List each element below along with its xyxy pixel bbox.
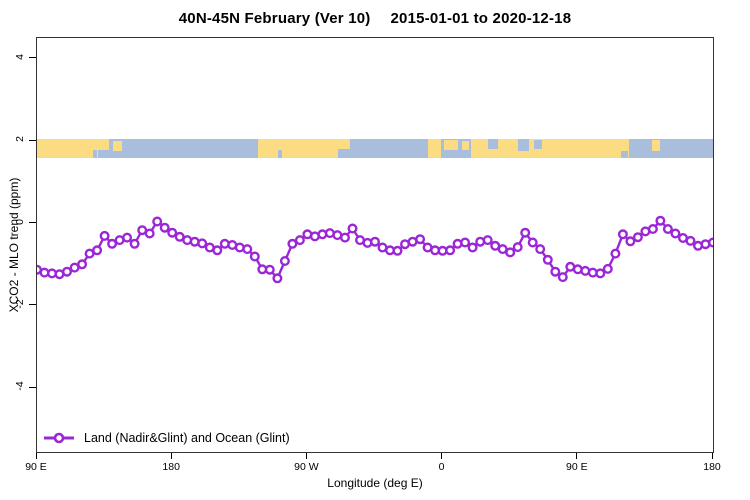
land-patch xyxy=(97,139,109,150)
water-patch xyxy=(487,139,499,149)
x-axis-tick xyxy=(35,453,37,459)
y-axis-tick xyxy=(29,222,36,224)
x-axis-tick-label: 90 E xyxy=(565,461,588,473)
plot-area: Land (Nadir&Glint) and Ocean (Glint) xyxy=(36,37,714,453)
data-point xyxy=(520,227,531,238)
data-point xyxy=(212,245,223,256)
data-point xyxy=(460,237,471,248)
data-point xyxy=(467,242,478,253)
legend: Land (Nadir&Glint) and Ocean (Glint) xyxy=(43,429,290,447)
y-axis-tick-label: -2 xyxy=(14,299,26,309)
legend-label: Land (Nadir&Glint) and Ocean (Glint) xyxy=(84,431,290,445)
x-axis-tick xyxy=(305,453,307,459)
data-point xyxy=(340,232,351,243)
water-patch xyxy=(517,139,529,151)
chart-title-region: 40N-45N February (Ver 10) xyxy=(178,10,371,27)
data-point xyxy=(144,228,155,239)
y-axis-tick-label: 0 xyxy=(14,218,26,225)
data-point xyxy=(647,223,658,234)
land-patch xyxy=(462,141,469,150)
data-point xyxy=(129,238,140,249)
data-point xyxy=(662,223,673,234)
data-point xyxy=(445,245,456,256)
data-point xyxy=(655,215,666,226)
data-point xyxy=(542,254,553,265)
y-axis-tick xyxy=(29,304,36,306)
data-point xyxy=(107,238,118,249)
data-point xyxy=(197,238,208,249)
data-point xyxy=(92,245,103,256)
water-patch xyxy=(620,150,628,159)
data-point xyxy=(99,230,110,241)
x-axis-tick-label: 180 xyxy=(162,461,180,473)
water-patch xyxy=(93,149,98,159)
data-point xyxy=(625,236,636,247)
x-axis-tick-label: 180 xyxy=(703,461,721,473)
data-point xyxy=(249,251,260,262)
land-patch xyxy=(652,140,660,151)
data-point xyxy=(685,235,696,246)
data-point xyxy=(557,272,568,283)
data-point xyxy=(159,222,170,233)
x-axis-tick xyxy=(711,453,713,459)
land-ocean-band xyxy=(37,139,713,159)
data-point xyxy=(535,244,546,255)
water-patch xyxy=(277,149,282,159)
data-curve xyxy=(37,215,713,284)
x-axis-tick-label: 90 W xyxy=(294,461,319,473)
x-axis-label: Longitude (deg E) xyxy=(327,476,423,490)
chart-title: 40N-45N February (Ver 10) 2015-01-01 to 2… xyxy=(0,10,750,27)
legend-line-marker-icon xyxy=(44,432,74,444)
data-point xyxy=(670,228,681,239)
data-point xyxy=(452,238,463,249)
data-point xyxy=(167,227,178,238)
y-axis-tick-label: -4 xyxy=(14,381,26,391)
x-axis-tick xyxy=(441,453,443,459)
y-axis-tick-label: 4 xyxy=(14,54,26,60)
y-axis-tick xyxy=(29,57,36,59)
data-point xyxy=(602,263,613,274)
data-point xyxy=(482,235,493,246)
data-point xyxy=(617,229,628,240)
data-point xyxy=(122,232,133,243)
data-point xyxy=(415,234,426,245)
land-patch xyxy=(443,140,458,150)
x-axis-tick-label: 90 E xyxy=(25,461,47,473)
data-point xyxy=(272,273,283,284)
data-point xyxy=(287,238,298,249)
data-point xyxy=(610,248,621,259)
data-point xyxy=(294,235,305,246)
land-patch xyxy=(337,139,350,149)
data-point xyxy=(505,247,516,258)
data-point xyxy=(152,216,163,227)
land-patch xyxy=(427,139,441,159)
x-axis-tick xyxy=(576,453,578,459)
y-axis-tick-label: 2 xyxy=(14,136,26,143)
y-axis-tick xyxy=(29,139,36,141)
data-point xyxy=(264,264,275,275)
data-point xyxy=(708,237,713,248)
data-point xyxy=(279,255,290,266)
data-point xyxy=(595,268,606,279)
data-point xyxy=(242,244,253,255)
x-axis-tick-label: 0 xyxy=(438,461,445,473)
land-patch xyxy=(37,139,98,159)
data-point xyxy=(392,245,403,256)
data-point xyxy=(62,266,73,277)
data-point xyxy=(550,266,561,277)
land-patch xyxy=(470,139,629,159)
data-point xyxy=(77,259,88,270)
chart-title-dates: 2015-01-01 to 2020-12-18 xyxy=(390,10,572,27)
y-axis-tick xyxy=(29,386,36,388)
data-point xyxy=(347,223,358,234)
water-patch xyxy=(533,140,542,149)
data-point xyxy=(512,242,523,253)
data-point xyxy=(632,232,643,243)
x-axis-tick xyxy=(170,453,172,459)
data-point xyxy=(370,236,381,247)
land-patch xyxy=(112,140,122,152)
data-point xyxy=(527,237,538,248)
y-axis-label: XCO2 - MLO trend (ppm) xyxy=(7,177,21,313)
